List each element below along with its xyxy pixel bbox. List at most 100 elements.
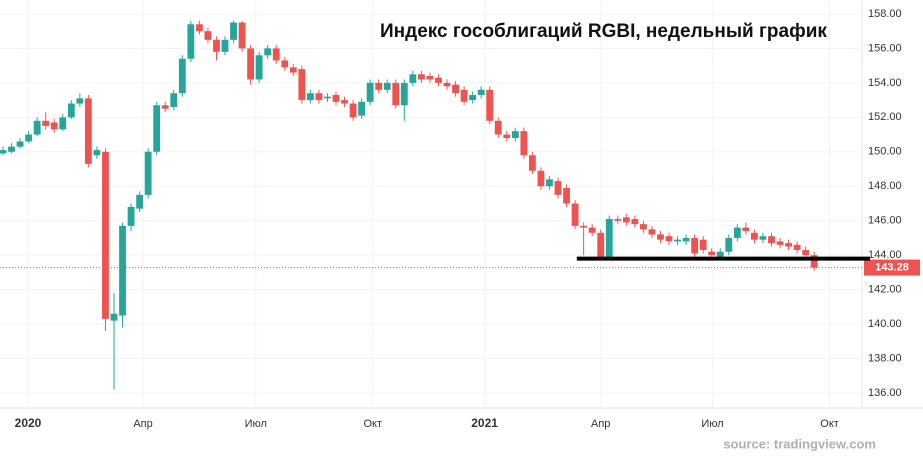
candle-body bbox=[59, 117, 67, 130]
candle-body bbox=[332, 94, 340, 102]
candle-body bbox=[93, 150, 101, 156]
candle-body bbox=[392, 82, 400, 106]
candle-body bbox=[358, 101, 366, 116]
candle-body bbox=[802, 250, 810, 256]
y-tick-label: 142.00 bbox=[868, 284, 902, 296]
candle-body bbox=[691, 237, 699, 254]
candle-body bbox=[289, 67, 297, 73]
candle-body bbox=[136, 194, 144, 209]
candle-body bbox=[639, 224, 647, 230]
candle-body bbox=[443, 82, 451, 87]
candle-body bbox=[622, 217, 630, 223]
candle-body bbox=[563, 187, 570, 204]
candle-body bbox=[349, 103, 357, 118]
candle-body bbox=[281, 60, 289, 68]
candle-body bbox=[554, 181, 562, 195]
candle-body bbox=[170, 93, 178, 107]
candle-body bbox=[716, 251, 724, 257]
candle-body bbox=[750, 232, 758, 240]
candle-body bbox=[631, 218, 639, 225]
candle-body bbox=[375, 82, 383, 90]
candle-body bbox=[25, 134, 33, 142]
x-tick-label: Июл bbox=[245, 418, 267, 430]
candle-body bbox=[238, 22, 246, 49]
candle-body bbox=[84, 98, 92, 164]
candle-body bbox=[400, 82, 408, 106]
candle-body bbox=[417, 74, 425, 80]
candle-body bbox=[725, 237, 733, 252]
candle-body bbox=[67, 103, 75, 118]
candle-body bbox=[460, 89, 468, 102]
x-tick-label: Апр bbox=[591, 418, 610, 430]
candle-body bbox=[161, 105, 169, 109]
candle-body bbox=[255, 55, 263, 80]
candle-body bbox=[127, 206, 135, 226]
y-tick-label: 136.00 bbox=[868, 387, 902, 399]
candle-body bbox=[324, 96, 331, 99]
x-tick-label: Окт bbox=[820, 418, 839, 430]
candle-body bbox=[110, 313, 118, 321]
y-tick-label: 156.00 bbox=[868, 42, 902, 54]
candle-body bbox=[546, 179, 553, 187]
candle-body bbox=[366, 82, 374, 102]
candle-body bbox=[597, 232, 605, 257]
candle-body bbox=[810, 255, 818, 268]
candle-body bbox=[8, 146, 15, 152]
y-tick-label: 158.00 bbox=[868, 8, 902, 20]
candle-body bbox=[178, 58, 186, 94]
candle-body bbox=[571, 203, 579, 226]
y-tick-label: 138.00 bbox=[868, 352, 902, 364]
candle-body bbox=[665, 236, 673, 242]
candle-body bbox=[605, 218, 613, 257]
candle-body bbox=[674, 239, 681, 242]
candle-body bbox=[383, 82, 391, 90]
candle-body bbox=[520, 131, 528, 156]
y-tick-label: 152.00 bbox=[868, 111, 902, 123]
candle-body bbox=[315, 93, 323, 101]
candle-body bbox=[648, 229, 656, 235]
x-tick-label: Окт bbox=[363, 418, 382, 430]
candle-body bbox=[426, 75, 434, 80]
x-tick-label: Апр bbox=[133, 418, 152, 430]
y-tick-label: 150.00 bbox=[868, 146, 902, 158]
candle-body bbox=[50, 122, 58, 130]
candle-body bbox=[494, 120, 502, 135]
candle-body bbox=[682, 237, 690, 242]
candle-body bbox=[768, 236, 775, 244]
candle-body bbox=[477, 89, 485, 95]
x-tick-label: 2021 bbox=[471, 416, 498, 430]
source: source: tradingview.com bbox=[723, 436, 876, 451]
candle-body bbox=[247, 48, 255, 80]
candle-body bbox=[119, 225, 126, 316]
candle-body bbox=[580, 225, 588, 228]
candle-body bbox=[733, 227, 741, 238]
candle-body bbox=[341, 100, 348, 104]
candle-body bbox=[503, 134, 511, 139]
y-tick-label: 154.00 bbox=[868, 77, 902, 89]
candle-body bbox=[204, 31, 212, 40]
candle-body bbox=[435, 77, 442, 83]
x-tick-label: 2020 bbox=[15, 416, 42, 430]
candle-body bbox=[153, 105, 161, 152]
candle-body bbox=[33, 120, 41, 135]
y-tick-label: 148.00 bbox=[868, 180, 902, 192]
candle-body bbox=[614, 218, 622, 221]
candle-body bbox=[469, 94, 477, 101]
candle-body bbox=[742, 227, 750, 232]
candle-body bbox=[793, 244, 801, 251]
y-tick-label: 140.00 bbox=[868, 318, 902, 330]
chart-title: Индекс гособлигаций RGBI, недельный граф… bbox=[380, 21, 827, 42]
candle-body bbox=[213, 39, 220, 52]
candle-body bbox=[511, 131, 519, 139]
candle-body bbox=[264, 48, 272, 56]
candle-body bbox=[699, 239, 707, 251]
x-tick-label: Июл bbox=[701, 418, 723, 430]
candle-body bbox=[657, 234, 664, 240]
candle-body bbox=[298, 69, 306, 101]
candle-body bbox=[452, 84, 459, 94]
candle-body bbox=[537, 170, 545, 187]
last-price-box bbox=[864, 259, 920, 276]
y-tick-label: 144.00 bbox=[868, 249, 902, 261]
